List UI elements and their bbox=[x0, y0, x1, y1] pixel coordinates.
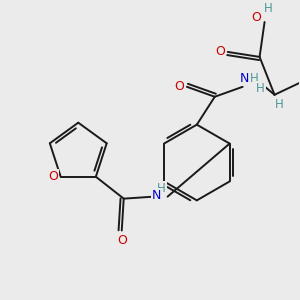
Text: H: H bbox=[250, 72, 259, 85]
Text: H: H bbox=[264, 2, 273, 15]
Text: N: N bbox=[152, 189, 161, 202]
Text: H: H bbox=[157, 182, 166, 195]
Text: O: O bbox=[252, 11, 262, 24]
Text: H: H bbox=[256, 82, 265, 95]
Text: O: O bbox=[174, 80, 184, 93]
Text: O: O bbox=[117, 234, 127, 247]
Text: H: H bbox=[275, 98, 284, 111]
Text: O: O bbox=[215, 45, 225, 58]
Text: N: N bbox=[240, 72, 249, 85]
Text: O: O bbox=[48, 170, 58, 183]
